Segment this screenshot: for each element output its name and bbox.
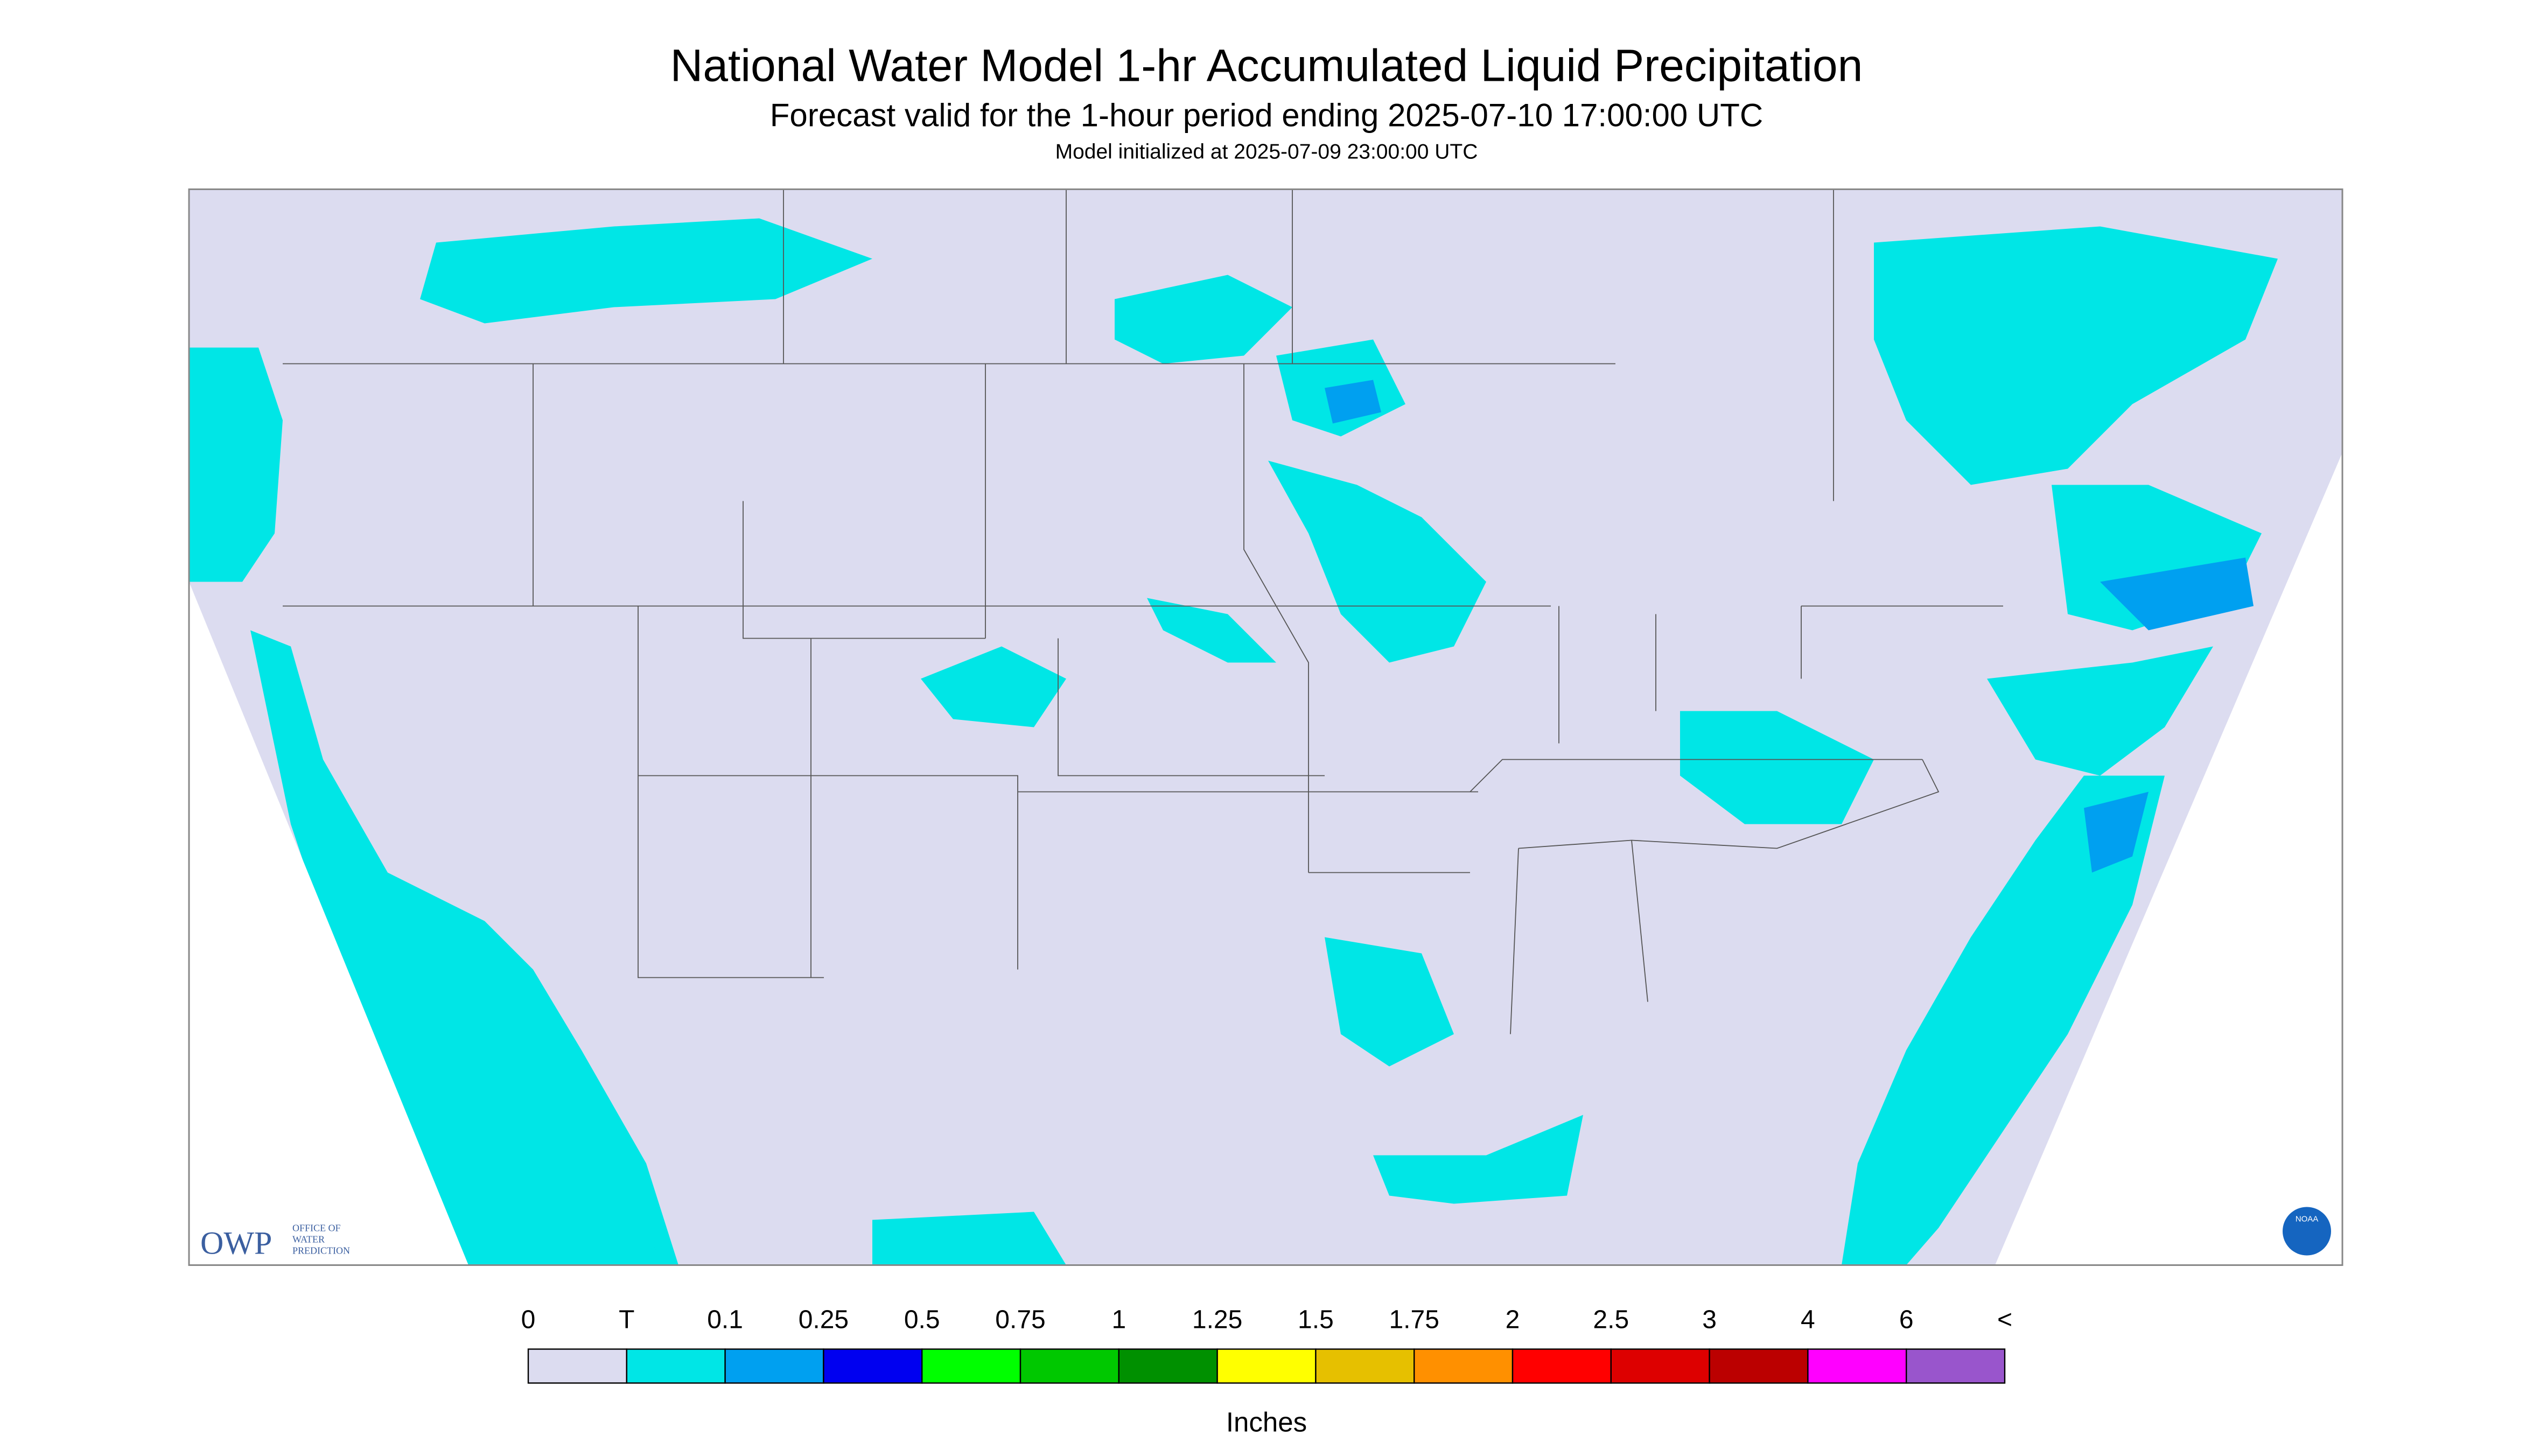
legend-label: 1.25 xyxy=(1192,1306,1242,1334)
legend-label: 0.1 xyxy=(707,1306,743,1334)
legend-label: 0.25 xyxy=(799,1306,849,1334)
precip-areas xyxy=(189,218,2278,1265)
projection-mask xyxy=(189,582,468,1265)
noaa-logo xyxy=(2283,1207,2331,1256)
owp-text-line: OFFICE OF xyxy=(292,1223,341,1234)
title: National Water Model 1-hr Accumulated Li… xyxy=(670,40,1863,91)
legend-label: 2 xyxy=(1506,1306,1520,1334)
legend-swatch xyxy=(1709,1348,1809,1384)
map-frame xyxy=(188,188,2343,1266)
subtitle: Forecast valid for the 1-hour period end… xyxy=(770,97,1763,134)
legend-label: 0.5 xyxy=(904,1306,940,1334)
legend-swatch xyxy=(1610,1348,1710,1384)
legend-swatch xyxy=(724,1348,824,1384)
precip-light xyxy=(1325,380,2254,873)
legend: 0 T 0.1 0.25 0.5 0.75 1 1.25 1.5 1.75 2 2.5 3 4 6 < xyxy=(521,1306,2012,1384)
legend-swatch xyxy=(1414,1348,1514,1384)
legend-swatch xyxy=(1216,1348,1317,1384)
owp-text-line: PREDICTION xyxy=(292,1245,350,1256)
legend-label: 0 xyxy=(521,1306,536,1334)
legend-swatch xyxy=(1807,1348,1907,1384)
legend-label: T xyxy=(619,1306,634,1334)
legend-label: 0.75 xyxy=(995,1306,1045,1334)
legend-swatch xyxy=(1315,1348,1415,1384)
legend-swatch xyxy=(823,1348,923,1384)
legend-label: 3 xyxy=(1702,1306,1717,1334)
legend-label: 1.75 xyxy=(1389,1306,1439,1334)
legend-label: 6 xyxy=(1899,1306,1914,1334)
legend-swatch xyxy=(1019,1348,1120,1384)
legend-swatch xyxy=(1512,1348,1612,1384)
legend-label: 1.5 xyxy=(1298,1306,1334,1334)
legend-swatch xyxy=(527,1348,628,1384)
legend-label: 2.5 xyxy=(1593,1306,1629,1334)
legend-label: < xyxy=(1997,1306,2012,1334)
noaa-logo-text: NOAA xyxy=(2296,1215,2319,1224)
boundaries xyxy=(283,189,2003,1034)
legend-label: 1 xyxy=(1111,1306,1126,1334)
init-note: Model initialized at 2025-07-09 23:00:00… xyxy=(1055,141,1478,164)
legend-swatch xyxy=(921,1348,1021,1384)
legend-swatch xyxy=(1118,1348,1218,1384)
owp-text-line: WATER xyxy=(292,1234,325,1245)
legend-swatch xyxy=(626,1348,726,1384)
owp-logo: OWP xyxy=(200,1226,272,1261)
legend-swatch xyxy=(1905,1348,2006,1384)
projection-mask xyxy=(1995,452,2342,1265)
legend-units: Inches xyxy=(1226,1407,1307,1438)
legend-label: 4 xyxy=(1801,1306,1815,1334)
